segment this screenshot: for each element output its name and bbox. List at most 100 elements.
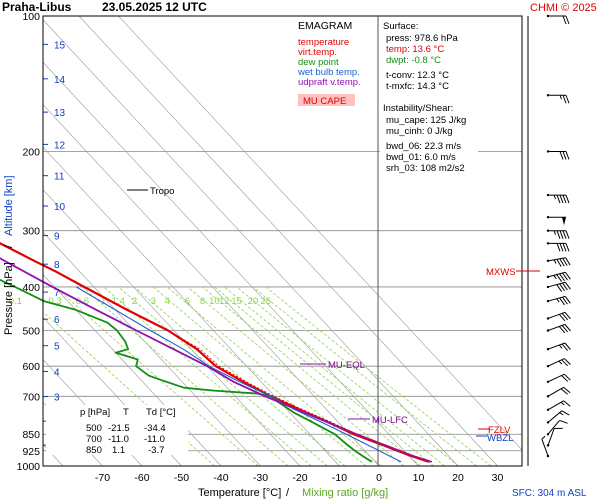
isotherm--40 — [42, 274, 222, 467]
wind-barb-650 — [546, 373, 571, 384]
mixing-ratio-label-25: 25 — [260, 296, 271, 307]
mixing-ratio-label-0.6: 0.6 — [76, 296, 89, 307]
temp-tick--30: -30 — [253, 472, 268, 484]
pressure-tick-1000: 1000 — [17, 461, 41, 473]
wind-barb-700 — [546, 386, 571, 398]
mixing-line-6 — [187, 286, 405, 467]
surface-tconv: t-conv: 12.3 °C — [386, 70, 449, 81]
isotherm--30 — [42, 231, 261, 467]
table-row-700-t: -11.0 — [108, 434, 129, 445]
table-header-t: T — [123, 407, 129, 418]
altitude-tick-10: 10 — [54, 202, 66, 213]
plot-frame — [42, 15, 523, 467]
wind-barb-800 — [546, 410, 570, 424]
y-axis-label-group: Pressure [hPa] / Altitude [km] — [3, 175, 15, 335]
pressure-tick-925: 925 — [22, 446, 40, 458]
station-title: Praha-Libus — [2, 0, 72, 14]
altitude-tick-4: 4 — [54, 367, 60, 378]
temp-tick-30: 30 — [492, 472, 504, 484]
wind-barb-900 — [546, 427, 563, 447]
table-header-p: p [hPa] — [80, 407, 110, 418]
bwd01-value: bwd_01: 6.0 m/s — [386, 152, 456, 163]
mixing-ratio-label-12: 12 — [219, 296, 230, 307]
mixing-line-2 — [134, 286, 346, 467]
tropo-label: Tropo — [150, 186, 174, 197]
wind-barb-150 — [546, 94, 570, 104]
y-axis-label: Pressure [hPa] — [3, 262, 15, 335]
mixing-ratio-label-8: 8 — [200, 296, 205, 307]
mixing-line-12 — [224, 286, 445, 467]
mixing-ratio-label-2: 2 — [132, 296, 137, 307]
wind-barb-400 — [546, 281, 571, 292]
legend-box — [295, 17, 377, 109]
wind-barb-280 — [546, 216, 566, 226]
mucape-badge — [298, 94, 355, 106]
mixing-line-15 — [236, 286, 459, 467]
altitude-tick-11: 11 — [54, 172, 65, 183]
altitude-tick-5: 5 — [54, 342, 60, 353]
mu-lfc-label: MU-LFC — [372, 415, 408, 426]
legend-item-virt-temp: virt.temp. — [298, 47, 337, 58]
mixing-ratio-label-1.4: 1.4 — [112, 296, 125, 307]
x-axis-separator: / — [286, 487, 290, 499]
mixing-ratio-label-0.3: 0.3 — [49, 296, 62, 307]
temp-tick--40: -40 — [213, 472, 228, 484]
pressure-tick-700: 700 — [22, 391, 40, 403]
wind-barb-200 — [546, 150, 570, 160]
level-table-box — [46, 405, 188, 455]
legend-title: EMAGRAM — [298, 20, 352, 32]
table-row-850-p: 850 — [86, 445, 102, 456]
mixing-ratio-label-3: 3 — [151, 296, 156, 307]
wind-barb-320 — [546, 242, 570, 252]
mixing-line-0.1 — [45, 313, 216, 467]
bwd06-value: bwd_06: 22.3 m/s — [386, 141, 461, 152]
isotherm-0 — [42, 104, 380, 467]
surface-tmxfc: t-mxfc: 14.3 °C — [386, 81, 449, 92]
fzlv-label: FZLV — [488, 425, 511, 436]
altitude-tick-9: 9 — [54, 232, 60, 243]
surface-dwpt: dwpt: -0.8 °C — [386, 55, 441, 66]
pressure-tick-600: 600 — [22, 361, 40, 373]
mixing-line-3 — [153, 286, 367, 467]
temp-tick-20: 20 — [452, 472, 464, 484]
surface-press: press: 978.6 hPa — [386, 33, 459, 44]
mixing-line-8 — [202, 286, 421, 467]
table-row-850-t: 1.1 — [112, 445, 125, 456]
table-row-700-td: -11.0 — [144, 434, 165, 445]
y-axis-label-altitude: Altitude [km] — [3, 175, 15, 236]
wind-barb-430 — [546, 295, 571, 306]
isotherm-20 — [42, 19, 459, 467]
temp-tick-0: 0 — [376, 472, 382, 484]
mu-eql-label: MU-EQL — [328, 360, 365, 371]
wind-barb-750 — [546, 400, 571, 411]
srh03-value: srh_03: 108 m2/s2 — [386, 163, 465, 174]
altitude-tick-12: 12 — [54, 140, 66, 151]
wind-barb-300 — [546, 229, 570, 239]
wind-barb-600 — [546, 358, 571, 368]
mixing-line-1.4 — [118, 286, 328, 467]
info-box — [380, 17, 478, 180]
series-line-temperature — [0, 242, 430, 463]
table-header-td: Td [°C] — [146, 407, 176, 418]
datetime-title: 23.05.2025 12 UTC — [102, 0, 207, 14]
pressure-tick-850: 850 — [22, 429, 40, 441]
table-row-500-td: -34.4 — [144, 423, 166, 434]
mixing-ratio-label-4: 4 — [165, 296, 170, 307]
wbzl-label: WBZL — [487, 433, 513, 444]
wind-barb-350 — [546, 257, 571, 267]
altitude-tick-7: 7 — [54, 288, 60, 299]
mixing-ratio-label-6: 6 — [185, 296, 190, 307]
mixing-line-25 — [265, 286, 492, 467]
surface-temp: temp: 13.6 °C — [386, 44, 444, 55]
wind-barb-850 — [546, 419, 568, 436]
temp-tick--60: -60 — [134, 472, 149, 484]
mixing-ratio-lines: 0.1 0.3 0.6 1 1.4 2 3 4 6 8 10 12 15 20 25 — [9, 286, 492, 467]
mixing-line-4 — [166, 286, 382, 467]
instability-title: Instability/Shear: — [383, 103, 453, 114]
legend-item-wet-bulb: wet bulb temp. — [297, 67, 360, 78]
mixing-line-0.3 — [54, 286, 259, 467]
wind-barb-380 — [546, 271, 571, 282]
mixing-line-0.6 — [82, 286, 289, 467]
mixing-ratio-label-15: 15 — [231, 296, 242, 307]
